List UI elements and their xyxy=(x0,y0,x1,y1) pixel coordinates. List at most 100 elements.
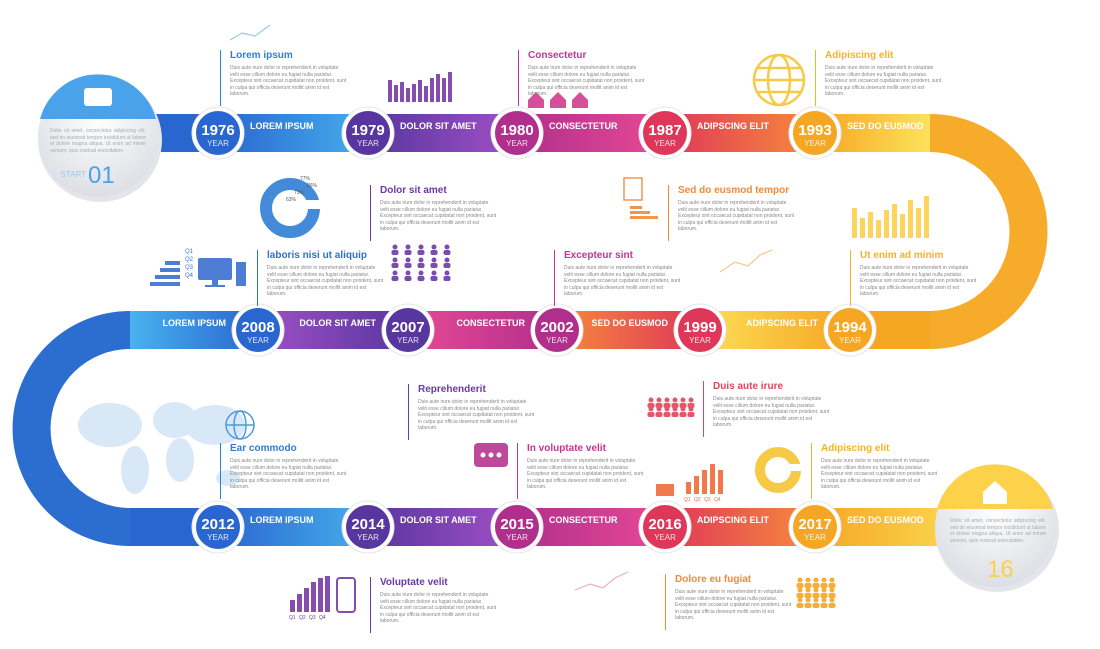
note-body: Duis aute irure dolor in reprehenderit i… xyxy=(380,592,497,624)
quarter-label: Q4 xyxy=(319,615,326,621)
year-word: YEAR xyxy=(804,533,826,542)
person-head xyxy=(656,406,662,412)
computer-icon xyxy=(150,258,246,287)
year: 2014 xyxy=(351,516,385,533)
note-body: Duis aute irure dolor in reprehenderit i… xyxy=(230,458,347,490)
year-word: YEAR xyxy=(397,336,419,345)
year: 1994 xyxy=(833,319,867,336)
percent-label: 77% xyxy=(300,176,311,182)
person-body xyxy=(812,603,820,608)
person-body xyxy=(647,403,655,408)
bar-icon xyxy=(852,196,929,238)
person-body xyxy=(812,593,820,598)
person-body xyxy=(820,593,828,598)
year-word: YEAR xyxy=(506,139,528,148)
person-body xyxy=(430,250,438,255)
globe-icon xyxy=(225,410,255,440)
person-head xyxy=(392,257,398,263)
house-icons xyxy=(528,92,588,108)
quarter-label: Q4 xyxy=(185,273,194,279)
person-body xyxy=(404,250,412,255)
quarter-label: Q2 xyxy=(299,615,306,621)
road-segment xyxy=(690,311,850,349)
milestone xyxy=(196,505,240,549)
person-head xyxy=(418,270,424,276)
quarter-label: Q2 xyxy=(185,257,194,263)
note-title: Excepteur sint xyxy=(564,250,633,261)
person-body xyxy=(417,263,425,268)
person-head xyxy=(664,406,670,412)
person-head xyxy=(392,270,398,276)
person-body xyxy=(796,603,804,608)
person-body xyxy=(663,412,671,417)
milestone-label: CONSECTETUR xyxy=(456,318,525,328)
note: Lorem ipsum Duis aute irure dolor in repr… xyxy=(220,50,348,106)
year-word: YEAR xyxy=(357,139,379,148)
milestone-label: SED DO EUSMOD xyxy=(591,318,668,328)
document-icon xyxy=(623,177,658,219)
person-body xyxy=(417,250,425,255)
person-body xyxy=(828,603,836,608)
person-body xyxy=(679,412,687,417)
year: 2015 xyxy=(500,516,533,533)
person-head xyxy=(821,577,827,583)
person-head xyxy=(680,397,686,403)
quarter-label: Q4 xyxy=(714,497,721,503)
curve xyxy=(929,114,1048,349)
person-body xyxy=(796,583,804,588)
bar-icon xyxy=(656,464,723,496)
note: Ear commodo Duis aute irure dolor in repr… xyxy=(220,443,348,499)
note: Duis aute irure Duis aute irure dolor in … xyxy=(703,381,831,437)
year: 1993 xyxy=(798,122,831,139)
note-body: Duis aute irure dolor in reprehenderit i… xyxy=(825,65,942,97)
person-body xyxy=(443,250,451,255)
person-head xyxy=(431,257,437,263)
person-head xyxy=(648,406,654,412)
person-body xyxy=(417,276,425,281)
person-head xyxy=(829,587,835,593)
year-word: YEAR xyxy=(207,533,229,542)
note-body: Duis aute irure dolor in reprehenderit i… xyxy=(528,65,645,97)
note-body: Duis aute irure dolor in reprehenderit i… xyxy=(230,65,347,97)
person-body xyxy=(655,412,663,417)
milestone xyxy=(643,505,687,549)
person-body xyxy=(391,250,399,255)
note: Reprehenderit Duis aute irure dolor in re… xyxy=(408,384,536,440)
note: Consectetur Duis aute irure dolor in repr… xyxy=(518,50,646,106)
year: 2012 xyxy=(201,516,234,533)
year: 1979 xyxy=(351,122,384,139)
year-word: YEAR xyxy=(654,139,676,148)
person-head xyxy=(805,577,811,583)
year-word: YEAR xyxy=(689,336,711,345)
road-segment xyxy=(547,311,700,349)
people-icons xyxy=(796,577,836,608)
person-body xyxy=(671,403,679,408)
person-head xyxy=(444,270,450,276)
note-body: Duis aute irure dolor in reprehenderit i… xyxy=(713,396,830,428)
person-body xyxy=(804,603,812,608)
percent-label: 63% xyxy=(286,197,297,203)
note-body: Duis aute irure dolor in reprehenderit i… xyxy=(418,399,535,431)
person-head xyxy=(821,597,827,603)
person-head xyxy=(431,270,437,276)
person-body xyxy=(828,583,836,588)
home-icon xyxy=(983,481,1007,504)
note-title: Ut enim ad minim xyxy=(860,250,944,261)
milestone xyxy=(793,505,837,549)
road-segment xyxy=(368,508,527,546)
milestone xyxy=(678,308,722,352)
person-head xyxy=(680,406,686,412)
person-body xyxy=(443,276,451,281)
person-head xyxy=(444,244,450,250)
person-head xyxy=(797,597,803,603)
road-segment xyxy=(665,508,825,546)
milestone-label: ADIPSCING ELIT xyxy=(746,318,819,328)
milestone-label: LOREM IPSUM xyxy=(250,121,314,131)
year-word: YEAR xyxy=(506,533,528,542)
milestone-label: SED DO EUSMOD xyxy=(847,121,924,131)
road-segment xyxy=(218,114,378,152)
milestone xyxy=(535,308,579,352)
bar-icon xyxy=(290,576,356,613)
